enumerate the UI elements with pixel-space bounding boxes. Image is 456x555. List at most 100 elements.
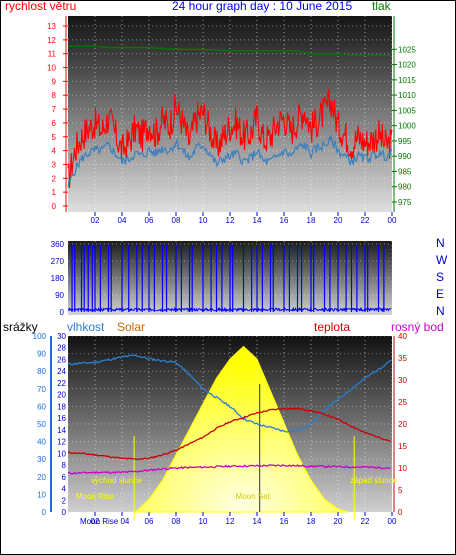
top-hour-label: 14 (253, 216, 262, 225)
humidity-tick-label: 26 (57, 355, 66, 364)
compass-label: N (436, 236, 445, 250)
temperature-tick-label: 40 (398, 332, 407, 341)
pressure-tick-label: 975 (398, 198, 412, 207)
compass-label: W (436, 253, 448, 267)
wind-tick-label: 11 (48, 50, 57, 59)
temperature-tick-label: 35 (398, 354, 407, 363)
wind-tick-label: 2 (52, 174, 57, 183)
temperature-tick-label: 0 (398, 508, 403, 517)
wind-title: rychlost větru (5, 0, 77, 13)
top-hour-label: 04 (118, 216, 127, 225)
top-hour-label: 16 (280, 216, 289, 225)
rain-tick-label: 60 (37, 402, 46, 411)
humidity-tick-label: 28 (57, 344, 66, 353)
moon-set-label: Moon Set (236, 492, 271, 501)
wind-tick-label: 4 (52, 147, 57, 156)
moon-rise-hour-label: Moon Rise 04 (80, 517, 130, 526)
temperature-tick-label: 30 (398, 376, 407, 385)
wind-tick-label: 8 (52, 91, 57, 100)
direction-tick-label: 270 (51, 257, 65, 266)
temperature-line (67, 407, 391, 461)
sunrise-label: východ slunce (91, 476, 142, 485)
temperature-tick-label: 10 (398, 464, 407, 473)
rain-tick-label: 20 (37, 473, 46, 482)
rain-tick-label: 70 (37, 385, 46, 394)
pressure-tick-label: 1020 (398, 61, 416, 70)
pressure-title: tlak (372, 0, 391, 13)
solar-title: Solar (117, 320, 146, 334)
pressure-tick-label: 990 (398, 152, 412, 161)
wind-panel (68, 16, 392, 212)
wind-tick-label: 1 (52, 188, 57, 197)
humidity-tick-label: 6 (62, 473, 67, 482)
rain-tick-label: 80 (37, 367, 46, 376)
rain-tick-label: 30 (37, 455, 46, 464)
humidity-tick-label: 12 (57, 438, 66, 447)
bottom-hour-label: 02 (91, 517, 100, 526)
sunset-label: západ slunce (350, 476, 398, 485)
wind-tick-label: 6 (52, 119, 57, 128)
humidity-tick-label: 24 (57, 367, 66, 376)
bottom-hour-label: 18 (307, 517, 316, 526)
moon-rise-label: Moon Rise (76, 492, 115, 501)
humidity-tick-label: 10 (57, 449, 66, 458)
humidity-tick-label: 16 (57, 414, 66, 423)
top-hour-label: 20 (334, 216, 343, 225)
rain-tick-label: 10 (37, 490, 46, 499)
bottom-hour-label: 20 (334, 517, 343, 526)
bottom-hour-label: 12 (226, 517, 235, 526)
temperature-tick-label: 25 (398, 398, 407, 407)
temperature-tick-label: 20 (398, 420, 407, 429)
bottom-hour-label: 14 (253, 517, 262, 526)
rain-tick-label: 90 (37, 350, 46, 359)
wind-tick-label: 0 (52, 202, 57, 211)
bottom-hour-label: 22 (361, 517, 370, 526)
rain-tick-label: 40 (37, 438, 46, 447)
top-hour-label: 18 (307, 216, 316, 225)
wind-tick-label: 7 (52, 105, 57, 114)
direction-tick-label: 90 (55, 291, 64, 300)
pressure-tick-label: 995 (398, 137, 412, 146)
temperature-tick-label: 5 (398, 486, 403, 495)
wind-tick-label: 3 (52, 160, 57, 169)
humidity-tick-label: 4 (62, 485, 67, 494)
pressure-tick-label: 1015 (398, 76, 416, 85)
bottom-hour-label: 10 (199, 517, 208, 526)
compass-label: E (436, 287, 444, 301)
average-wind-line (67, 135, 393, 188)
wind-tick-label: 9 (52, 77, 57, 86)
date-title: 24 hour graph day : 10 June 2015 (172, 0, 353, 13)
solar-area (134, 345, 349, 513)
dewpoint-line (67, 464, 391, 475)
humidity-tick-label: 14 (57, 426, 66, 435)
wind-tick-label: 5 (52, 133, 57, 142)
direction-tick-label: 0 (60, 308, 65, 317)
direction-tick-label: 180 (51, 274, 65, 283)
humidity-tick-label: 20 (57, 391, 66, 400)
top-hour-label: 12 (226, 216, 235, 225)
pressure-tick-label: 1005 (398, 106, 416, 115)
rain-title: srážky (3, 320, 38, 334)
rain-tick-label: 100 (33, 332, 47, 341)
humidity-tick-label: 2 (62, 496, 67, 505)
pressure-tick-label: 985 (398, 167, 412, 176)
temperature-title: teplota (314, 320, 351, 334)
top-hour-label: 02 (91, 216, 100, 225)
temperature-tick-label: 15 (398, 442, 407, 451)
humidity-tick-label: 22 (57, 379, 66, 388)
top-hour-label: 10 (199, 216, 208, 225)
bottom-hour-label: 00 (388, 517, 397, 526)
bottom-hour-label: 16 (280, 517, 289, 526)
bottom-hour-label: 08 (172, 517, 181, 526)
humidity-tick-label: 8 (62, 461, 67, 470)
top-hour-label: 06 (145, 216, 154, 225)
humidity-line (67, 353, 392, 433)
pressure-tick-label: 980 (398, 183, 412, 192)
gust-line (67, 89, 393, 189)
top-hour-label: 22 (361, 216, 370, 225)
pressure-tick-label: 1010 (398, 91, 416, 100)
wind-tick-label: 12 (47, 36, 56, 45)
compass-label: S (436, 270, 444, 284)
top-hour-label: 08 (172, 216, 181, 225)
